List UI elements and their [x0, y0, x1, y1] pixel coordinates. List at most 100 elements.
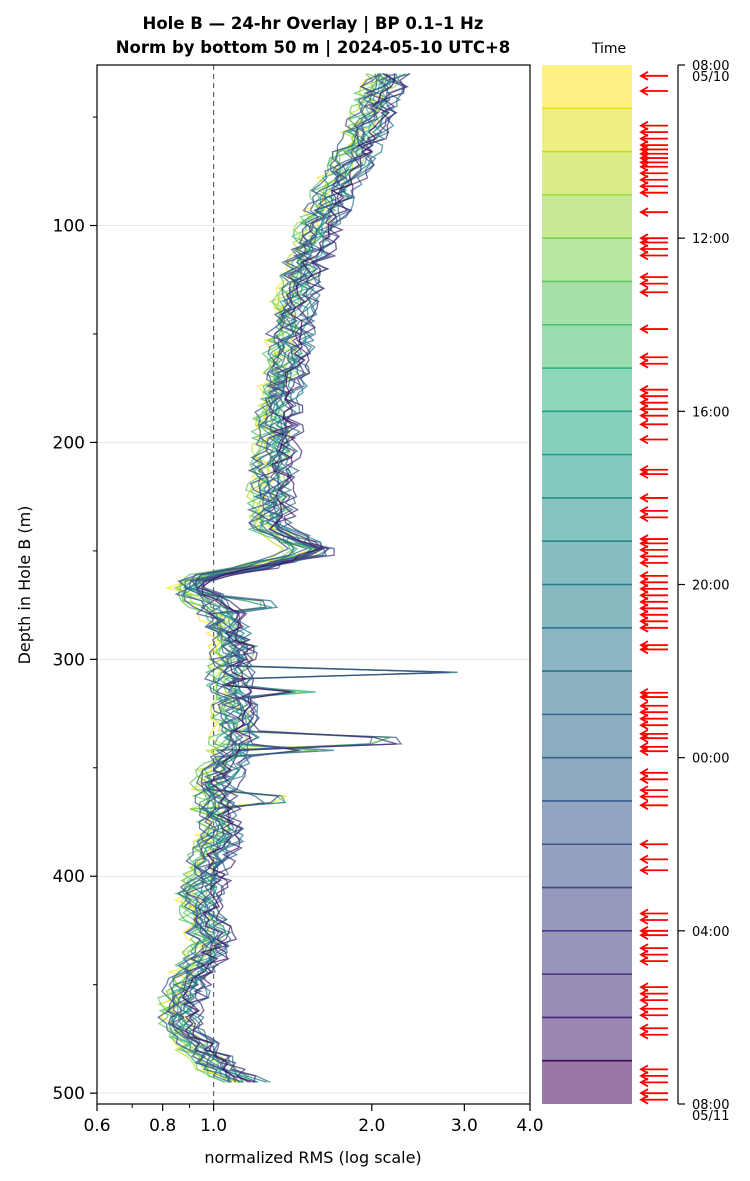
colorbar-label: Time: [591, 41, 626, 57]
event-arrow-head: [639, 584, 649, 594]
time-tick-label: 08:00: [692, 59, 729, 74]
event-arrow-head: [639, 1077, 649, 1088]
x-tick-label: 1.0: [200, 1116, 227, 1136]
time-tick-label: 20:00: [692, 579, 729, 594]
event-arrow-head: [639, 287, 649, 298]
colorbar-band: [542, 108, 632, 152]
chart-subtitle: Norm by bottom 50 m | 2024-05-10 UTC+8: [116, 38, 511, 58]
event-arrow-head: [639, 603, 649, 614]
colorbar-band: [542, 281, 632, 325]
event-arrow-head: [639, 1088, 649, 1098]
event-arrow-head: [639, 692, 649, 702]
event-arrow-head: [639, 506, 649, 516]
event-arrow-head: [639, 244, 649, 254]
event-arrow-head: [639, 71, 649, 81]
event-arrow-head: [639, 1071, 649, 1081]
event-arrow-head: [639, 949, 649, 960]
event-arrow-head: [639, 538, 649, 549]
y-tick-label: 500: [53, 1084, 85, 1104]
event-arrow-head: [639, 988, 649, 999]
colorbar-band: [542, 800, 632, 845]
event-arrow-head: [639, 120, 649, 131]
colorbar-band: [542, 584, 632, 628]
event-arrow-head: [639, 168, 649, 179]
event-arrow-head: [639, 768, 649, 778]
colorbar-band: [542, 930, 632, 975]
time-tick-label: 05/11: [692, 1109, 729, 1124]
event-arrow-head: [639, 733, 649, 743]
colorbar-band: [542, 454, 632, 498]
x-tick-label: 0.8: [149, 1116, 176, 1136]
event-arrow-head: [639, 610, 649, 620]
y-tick-label: 400: [53, 867, 85, 887]
time-tick-label: 00:00: [692, 752, 729, 767]
colorbar-band: [542, 194, 632, 239]
x-axis-label: normalized RMS (log scale): [204, 1148, 421, 1167]
colorbar-band: [542, 974, 632, 1018]
event-arrow-head: [639, 774, 649, 785]
event-arrows: [639, 71, 668, 1105]
event-arrow-head: [639, 943, 649, 953]
y-axis: 100 200 300 400 500: [53, 116, 97, 1104]
event-arrow-head: [639, 908, 649, 919]
depth-profile-line: [167, 73, 392, 1083]
colorbar-band: [542, 324, 632, 369]
x-axis: 0.6 0.8 1.0 2.0 3.0 4.0: [83, 1104, 544, 1136]
event-arrow-head: [639, 404, 649, 414]
x-tick-label: 4.0: [516, 1116, 543, 1136]
event-arrow-head: [639, 839, 649, 850]
event-arrow-head: [639, 86, 649, 96]
x-tick-label: 0.6: [83, 1116, 110, 1136]
event-arrow-head: [639, 250, 649, 261]
colorbar-band: [542, 368, 632, 412]
event-arrow-head: [639, 707, 649, 717]
event-arrow-head: [639, 1029, 649, 1040]
event-arrow-head: [639, 616, 649, 627]
event-arrow-head: [639, 127, 649, 137]
depth-profile-line: [158, 73, 384, 1083]
plot-frame: [96, 64, 531, 1105]
time-tick-label: 16:00: [692, 405, 729, 420]
colorbar-band: [542, 151, 632, 195]
event-arrow-head: [639, 700, 649, 711]
event-arrow-head: [639, 272, 649, 282]
event-arrow-head: [639, 865, 649, 876]
colorbar-band: [542, 1060, 632, 1104]
colorbar-band: [542, 844, 632, 888]
colorbar-band: [542, 887, 632, 931]
event-arrow-head: [639, 854, 649, 865]
depth-profile-line: [182, 73, 410, 1083]
x-tick-label: 2.0: [358, 1116, 385, 1136]
time-tick-label: 05/10: [692, 70, 729, 85]
event-arrow-head: [639, 397, 649, 408]
event-arrow-head: [639, 278, 649, 289]
grid-lines: [97, 225, 530, 1094]
event-arrow-head: [639, 207, 649, 217]
x-tick-label: 3.0: [451, 1116, 478, 1136]
colorbar-band: [542, 497, 632, 542]
event-arrow-head: [639, 512, 649, 523]
event-arrow-head: [639, 237, 649, 248]
event-arrow-head: [639, 1064, 649, 1075]
event-arrow-head: [639, 1023, 649, 1034]
y-axis-label: Depth in Hole B (m): [15, 506, 34, 665]
depth-profiles: [157, 73, 458, 1083]
event-arrow-head: [639, 1010, 649, 1021]
colorbar-band: [542, 757, 632, 801]
event-arrow-head: [639, 434, 649, 445]
event-arrow-head: [639, 187, 649, 198]
colorbar-band: [542, 238, 632, 282]
time-colorbar: [542, 65, 632, 1104]
event-arrow-head: [639, 558, 649, 568]
event-arrow-head: [639, 133, 649, 144]
event-arrow-head: [639, 324, 649, 334]
chart-title: Hole B — 24-hr Overlay | BP 0.1–1 Hz: [143, 14, 484, 34]
event-arrow-head: [639, 713, 649, 724]
event-arrow-head: [639, 982, 649, 992]
time-tick-label: 08:00: [692, 1098, 729, 1113]
event-arrow-head: [639, 384, 649, 395]
depth-profile-line: [161, 73, 403, 1083]
y-tick-label: 100: [53, 217, 85, 237]
event-arrow-head: [639, 644, 649, 655]
